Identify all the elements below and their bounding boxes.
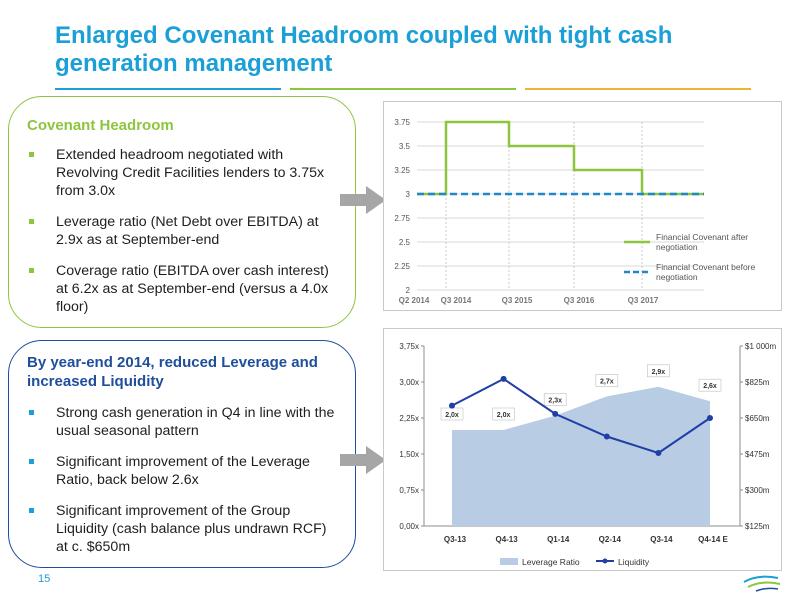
x-tick-label: Q1-14 [547, 535, 570, 544]
data-label-box [647, 364, 670, 378]
legend-swatch [500, 558, 518, 565]
liquidity-heading: By year-end 2014, reduced Leverage and i… [27, 354, 318, 390]
x-tick-label: Q2-14 [599, 535, 622, 544]
leverage-chart-frame: 2,0x 2,0x 2,3x 2,7x 2,9x 2,6x 0,00x 0,75x 1,50x… [383, 328, 782, 571]
x-tick-label: Q4-13 [495, 535, 518, 544]
legend-label: Financial Covenant before negotiation [656, 262, 756, 282]
y-tick-label: 2 [406, 286, 411, 295]
liquidity-line [451, 377, 711, 455]
y-tick-label: 3 [406, 190, 411, 199]
x-tick-label: Q4-14 E [698, 535, 728, 544]
data-label-box [698, 378, 722, 392]
covenant-bullet-list: Extended headroom negotiated with Revolv… [29, 146, 341, 329]
right-tick-label: $650m [745, 414, 770, 423]
square-bullet-icon [29, 219, 34, 224]
x-tick-label: Q2 2014 [399, 296, 430, 305]
leverage-area [452, 386, 710, 526]
right-tick-label: $125m [745, 522, 770, 531]
right-tick-label: $475m [745, 450, 770, 459]
liquidity-point [655, 449, 662, 456]
y-tick-label: 3.25 [394, 166, 410, 175]
square-bullet-icon [29, 410, 34, 415]
liquidity-point [603, 433, 610, 440]
title-rule-green [290, 88, 516, 90]
data-label-box [543, 393, 567, 406]
y-tick-label: 2.5 [399, 238, 411, 247]
left-tick-label: 2,25x [399, 414, 419, 423]
page-number: 15 [38, 573, 51, 585]
covenant-bullet-text: Extended headroom negotiated with Revolv… [56, 147, 325, 199]
title-rule-blue [55, 88, 281, 90]
left-tick-label: 3,75x [399, 342, 419, 351]
right-tick-label: $825m [745, 378, 770, 387]
x-tick-label: Q3 2015 [502, 296, 533, 305]
right-arrow-icon [340, 446, 386, 474]
legend-label: Liquidity [618, 557, 650, 567]
title-rule-gold [525, 88, 751, 90]
covenant-bullet: Coverage ratio (EBITDA over cash interes… [29, 262, 341, 316]
legend-marker [602, 558, 608, 564]
covenant-bullet-text: Leverage ratio (Net Debt over EBITDA) at… [56, 214, 319, 248]
square-bullet-icon [29, 508, 34, 513]
covenant-bullet: Extended headroom negotiated with Revolv… [29, 146, 341, 200]
covenant-bullet: Leverage ratio (Net Debt over EBITDA) at… [29, 213, 341, 249]
liquidity-bullet-list: Strong cash generation in Q4 in line wit… [29, 404, 341, 569]
liquidity-point [552, 410, 559, 417]
y-tick-label: 2.25 [394, 262, 410, 271]
square-bullet-icon [29, 152, 34, 157]
data-label: 2,6x [703, 383, 717, 390]
y-tick-label: 3.75 [394, 118, 410, 127]
data-label: 2,7x [600, 378, 614, 385]
covenant-step-chart: 2 2.25 2.5 2.75 3 3.25 3.5 3.75 Q2 2014 Q3 2014 Q… [394, 118, 756, 305]
x-tick-label: Q3 2014 [441, 296, 472, 305]
x-tick-label: Q3 2016 [564, 296, 595, 305]
covenant-panel: Covenant Headroom Extended headroom nego… [8, 96, 356, 328]
covenant-bullet-text: Coverage ratio (EBITDA over cash interes… [56, 263, 329, 315]
x-tick-label: Q3-14 [650, 535, 673, 544]
left-tick-label: 0,75x [399, 486, 419, 495]
data-label-box [492, 407, 515, 421]
data-label: 2,0x [497, 412, 511, 419]
y-tick-label: 3.5 [399, 142, 411, 151]
legend-label: Financial Covenant after negotiation [656, 232, 748, 252]
covenant-chart-frame: 2 2.25 2.5 2.75 3 3.25 3.5 3.75 Q2 2014 Q3 2014 Q… [383, 101, 782, 311]
liquidity-bullet: Significant improvement of the Leverage … [29, 453, 341, 489]
liquidity-bullet: Significant improvement of the Group Liq… [29, 502, 341, 556]
liquidity-bullet-text: Strong cash generation in Q4 in line wit… [56, 405, 335, 439]
legend-label: Leverage Ratio [522, 557, 580, 567]
left-tick-label: 3,00x [399, 378, 419, 387]
right-arrow-icon [340, 186, 386, 214]
liquidity-bullet-text: Significant improvement of the Group Liq… [56, 503, 327, 555]
data-label-box [595, 374, 619, 387]
square-bullet-icon [29, 459, 34, 464]
liquidity-point [500, 375, 507, 382]
wave-logo-icon [743, 575, 781, 592]
liquidity-point [707, 415, 713, 421]
x-tick-label: Q3-13 [444, 535, 467, 544]
covenant-heading: Covenant Headroom [27, 117, 174, 134]
y-tick-label: 2.75 [394, 214, 410, 223]
data-label: 2,9x [652, 369, 666, 376]
right-tick-label: $1 000m [745, 342, 776, 351]
liquidity-panel: By year-end 2014, reduced Leverage and i… [8, 340, 356, 568]
data-label: 2,0x [445, 412, 459, 419]
liquidity-bullet: Strong cash generation in Q4 in line wit… [29, 404, 341, 440]
data-label: 2,3x [548, 398, 562, 405]
left-tick-label: 1,50x [399, 450, 419, 459]
left-tick-label: 0,00x [399, 522, 419, 531]
x-tick-label: Q3 2017 [628, 296, 659, 305]
liquidity-bullet-text: Significant improvement of the Leverage … [56, 454, 310, 488]
right-tick-label: $300m [745, 486, 770, 495]
liquidity-point [449, 402, 455, 409]
slide-title: Enlarged Covenant Headroom coupled with … [55, 22, 673, 77]
leverage-liquidity-chart: 2,0x 2,0x 2,3x 2,7x 2,9x 2,6x 0,00x 0,75x 1,50x… [399, 342, 776, 567]
covenant-after-line [417, 120, 704, 196]
square-bullet-icon [29, 268, 34, 273]
